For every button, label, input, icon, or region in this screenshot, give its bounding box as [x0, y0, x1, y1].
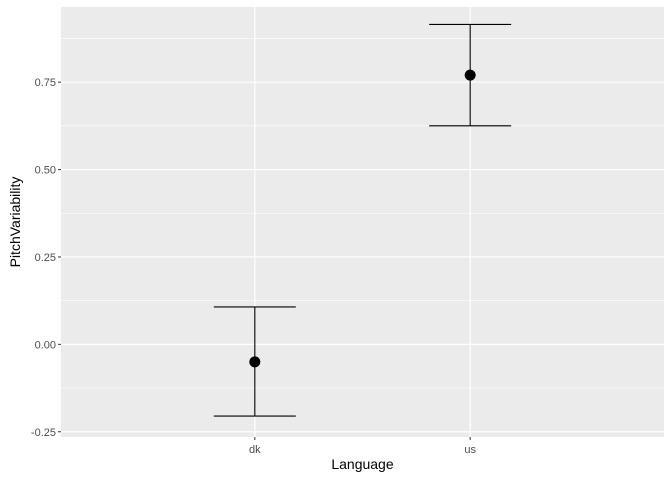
x-axis-title: Language	[331, 456, 394, 472]
plot-panel	[61, 7, 664, 437]
minor-gridlines	[61, 38, 664, 389]
x-axis: dk us	[249, 437, 476, 456]
error-bar-group	[429, 23, 512, 127]
error-bar-group	[213, 306, 296, 417]
data-marks	[213, 23, 512, 417]
y-tick-label: 0.00	[35, 339, 56, 351]
y-axis-title: PitchVariability	[7, 177, 23, 268]
mean-point	[464, 69, 476, 81]
y-tick-label: 0.25	[35, 252, 56, 264]
x-tick-label: us	[464, 444, 476, 456]
mean-point	[249, 356, 261, 368]
y-tick-label: 0.50	[35, 165, 56, 177]
y-axis: -0.25 0.00 0.25 0.50 0.75	[31, 77, 61, 439]
x-tick-label: dk	[249, 444, 261, 456]
y-tick-label: 0.75	[35, 77, 56, 89]
y-tick-label: -0.25	[31, 427, 56, 439]
